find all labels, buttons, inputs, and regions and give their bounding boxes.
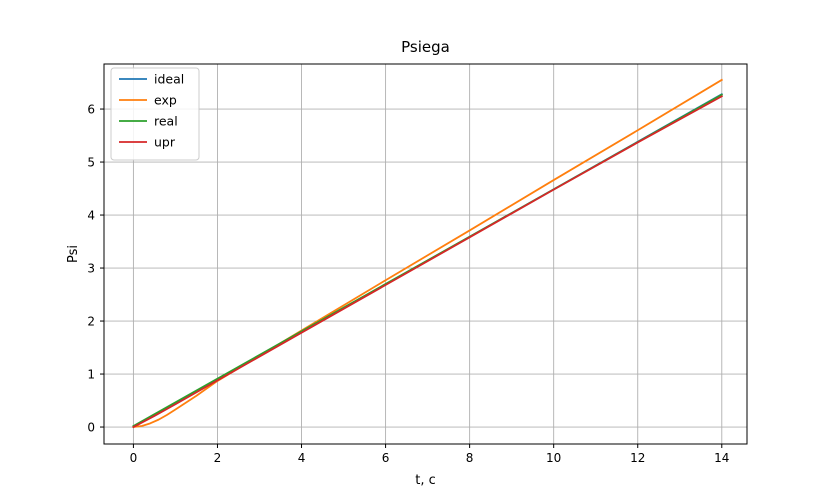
grid bbox=[104, 64, 747, 444]
x-axis-label: t, c bbox=[415, 473, 436, 488]
legend-box bbox=[110, 67, 200, 161]
x-tick-label: 14 bbox=[714, 451, 729, 465]
y-axis-label: Psi bbox=[66, 245, 81, 263]
x-tick-label: 12 bbox=[630, 451, 645, 465]
legend-label-ideal: ideal bbox=[154, 72, 184, 87]
series-line-upr bbox=[132, 95, 724, 429]
y-tick-label: 3 bbox=[87, 262, 95, 276]
x-tick-label: 4 bbox=[298, 451, 306, 465]
y-tick-label: 0 bbox=[87, 421, 95, 435]
x-tick-label: 2 bbox=[214, 451, 222, 465]
x-tick-label: 0 bbox=[130, 451, 138, 465]
series-lines bbox=[132, 78, 724, 429]
plot-frame bbox=[103, 63, 748, 445]
legend: ideal exp real upr bbox=[110, 67, 200, 161]
chart-title: Psiega bbox=[401, 38, 450, 56]
legend-label-upr: upr bbox=[154, 135, 176, 150]
x-tick-label: 6 bbox=[382, 451, 390, 465]
y-tick-label: 4 bbox=[87, 209, 95, 223]
y-tick-label: 6 bbox=[87, 103, 95, 117]
x-tick-label: 8 bbox=[466, 451, 474, 465]
y-tick-label: 2 bbox=[87, 315, 95, 329]
legend-label-exp: exp bbox=[154, 93, 177, 108]
y-tick-label: 5 bbox=[87, 156, 95, 170]
series-line-exp bbox=[132, 78, 724, 429]
legend-label-real: real bbox=[154, 114, 178, 129]
x-tick-label: 10 bbox=[546, 451, 561, 465]
y-tick-label: 1 bbox=[87, 368, 95, 382]
